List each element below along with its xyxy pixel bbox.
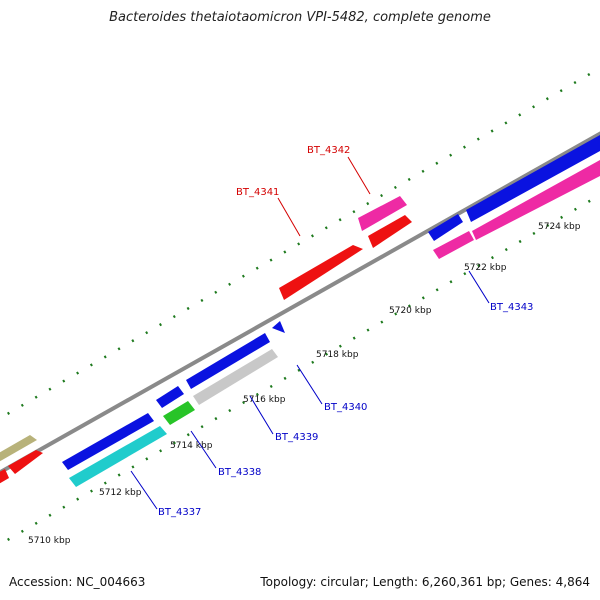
tick-label-5722: 5722 kbp (464, 263, 507, 273)
gene-blue-a[interactable] (62, 413, 154, 470)
tick-label-5710: 5710 kbp (28, 536, 71, 546)
gene-red-left-b[interactable] (0, 469, 9, 489)
gene-bt4342[interactable] (358, 196, 407, 231)
leader-bt4341 (277, 197, 301, 237)
leader-lines (130, 156, 490, 510)
gene-bt4337[interactable] (69, 426, 167, 487)
leader-bt4343 (468, 270, 490, 304)
leader-bt4338 (190, 430, 217, 469)
gene-bt4341[interactable] (279, 245, 363, 300)
tick-label-5712: 5712 kbp (99, 488, 142, 498)
tick-label-5720: 5720 kbp (389, 306, 432, 316)
outer-tick-track (0, 66, 600, 420)
forward-genes (0, 196, 412, 489)
gene-bt4343[interactable] (433, 231, 474, 259)
gene-blue-b[interactable] (156, 386, 184, 408)
gene-blue-c[interactable] (186, 333, 270, 389)
tick-label-5714: 5714 kbp (170, 441, 213, 451)
map-title: Bacteroides thetaiotaomicron VPI-5482, c… (109, 10, 491, 25)
genome-backbone (0, 131, 600, 475)
tick-label-5716: 5716 kbp (243, 395, 286, 405)
leader-bt4342 (347, 156, 371, 195)
accession-text: Accession: NC_004663 (9, 575, 146, 589)
gene-label-bt4341[interactable]: BT_4341 (236, 187, 279, 198)
leader-bt4339 (249, 395, 274, 435)
gene-blue-long[interactable] (466, 135, 600, 222)
genome-summary-text: Topology: circular; Length: 6,260,361 bp… (260, 575, 590, 589)
gene-bt4340[interactable] (272, 321, 285, 333)
tick-label-5724: 5724 kbp (538, 222, 581, 232)
gene-bt4338[interactable] (163, 401, 195, 425)
reverse-genes (62, 135, 600, 487)
gene-pink-long[interactable] (472, 160, 600, 240)
gene-red-mid[interactable] (368, 215, 412, 248)
gene-label-bt4343[interactable]: BT_4343 (490, 302, 533, 313)
gene-label-bt4338[interactable]: BT_4338 (218, 467, 261, 478)
gene-labels: BT_4341 BT_4342 BT_4343 BT_4340 BT_4339 … (158, 145, 533, 518)
gene-bt4339[interactable] (193, 349, 278, 405)
leader-bt4337 (130, 470, 158, 510)
gene-label-bt4339[interactable]: BT_4339 (275, 432, 318, 443)
leader-bt4340 (296, 364, 323, 405)
gene-blue-d[interactable] (428, 214, 463, 241)
gene-label-bt4342[interactable]: BT_4342 (307, 145, 350, 156)
tick-label-5718: 5718 kbp (316, 350, 359, 360)
inner-tick-track (0, 193, 600, 546)
gene-label-bt4337[interactable]: BT_4337 (158, 507, 201, 518)
gene-label-bt4340[interactable]: BT_4340 (324, 402, 367, 413)
gene-red-left-a[interactable] (8, 450, 43, 474)
gene-olive-left[interactable] (0, 435, 37, 463)
scale-labels: 5710 kbp 5712 kbp 5714 kbp 5716 kbp 5718… (28, 222, 581, 546)
